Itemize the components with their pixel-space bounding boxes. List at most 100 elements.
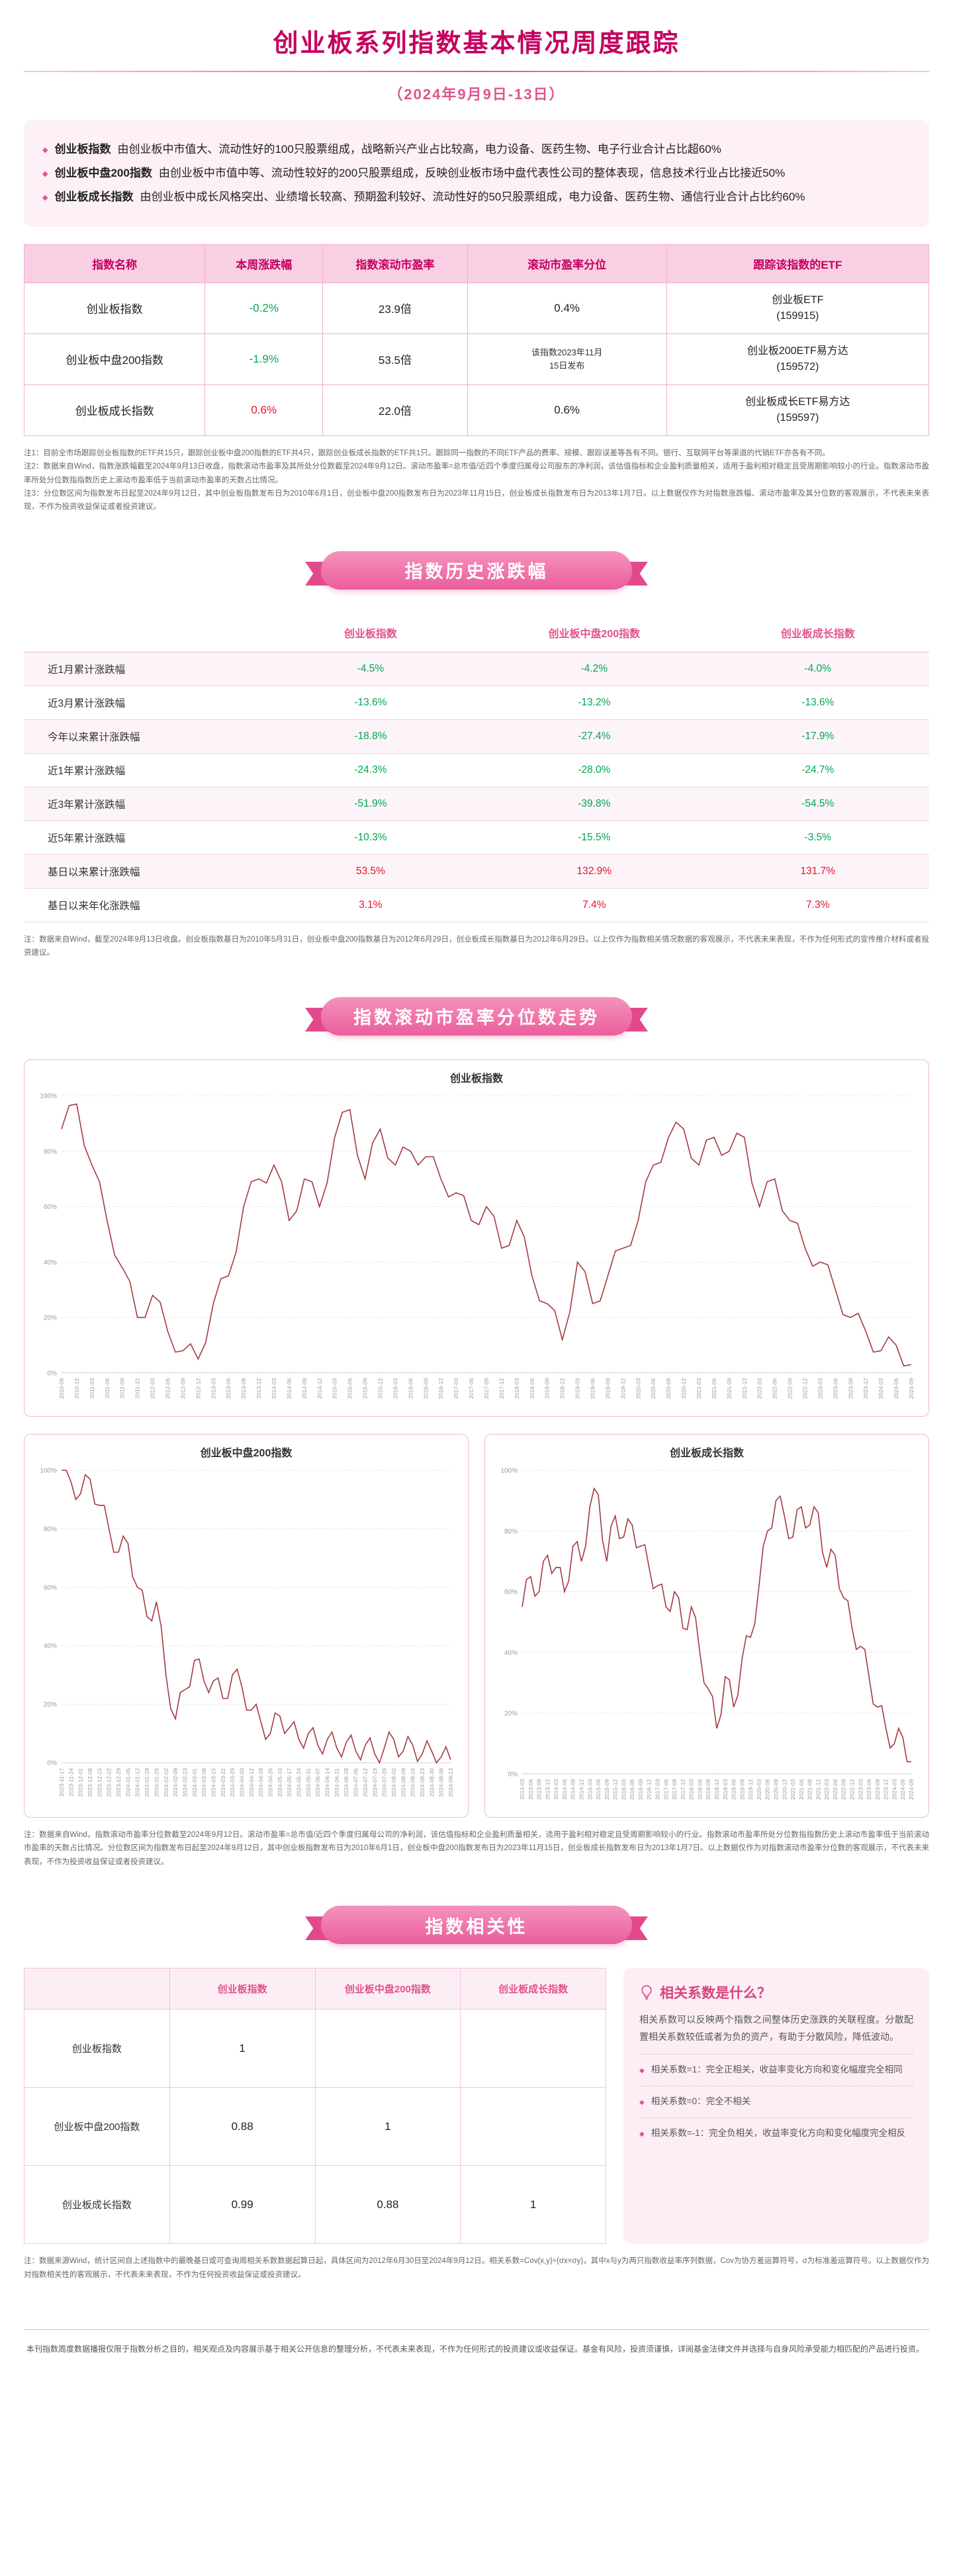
value-cell: -18.8% <box>259 719 482 754</box>
svg-text:2010-09: 2010-09 <box>58 1378 65 1398</box>
svg-text:2017-03: 2017-03 <box>453 1378 459 1398</box>
svg-text:2015-09: 2015-09 <box>362 1378 369 1398</box>
svg-text:2024-04-26: 2024-04-26 <box>267 1768 274 1797</box>
value-cell: -17.9% <box>706 719 929 754</box>
info-point-text: 相关系数=0：完全不相关 <box>651 2096 751 2106</box>
svg-text:2024-03-08: 2024-03-08 <box>201 1768 207 1797</box>
pe-chart-mid200: 创业板中盘200指数 0% 20% 40% 60% 80% 100% 2023-11-17 2… <box>24 1433 469 1818</box>
info-point-text: 相关系数=1：完全正相关，收益率变化方向和变化幅度完全相同 <box>651 2065 903 2075</box>
column-header: 滚动市盈率分位 <box>467 244 667 283</box>
svg-text:2016-06: 2016-06 <box>407 1378 414 1398</box>
info-body-text: 相关系数可以反映两个指数之间整体历史涨跌的关联程度。分散配置相关系数较低或者为负… <box>639 2014 913 2043</box>
list-item: ◆ 创业板成长指数 由创业板中成长风格突出、业绩增长较高、预期盈利较好、流动性好… <box>42 188 911 206</box>
svg-text:2019-09: 2019-09 <box>739 1779 745 1799</box>
column-header: 指数滚动市盈率 <box>322 244 468 283</box>
report-header: 创业板系列指数基本情况周度跟踪 （2024年9月9日-13日） <box>24 0 929 104</box>
value-cell: 7.3% <box>706 888 929 922</box>
column-header: 创业板中盘200指数 <box>314 1968 461 2010</box>
value-cell: 3.1% <box>259 888 482 922</box>
svg-text:2015-03: 2015-03 <box>332 1378 338 1398</box>
svg-text:2024-01-26: 2024-01-26 <box>153 1768 159 1797</box>
correlation-table: 创业板指数 创业板中盘200指数 创业板成长指数 创业板指数 1 创业板中盘20… <box>24 1968 606 2244</box>
svg-text:2021-03: 2021-03 <box>790 1779 796 1799</box>
svg-text:2015-06: 2015-06 <box>595 1779 602 1799</box>
column-header: 指数名称 <box>23 244 206 283</box>
correlation-note: 注：数据来源Wind，统计区间自上述指数中的最晚基日或可查询周相关系数数据起算日… <box>24 2257 929 2279</box>
svg-text:2014-03: 2014-03 <box>553 1779 559 1799</box>
svg-text:2013-12: 2013-12 <box>544 1779 551 1799</box>
footer-disclaimer: 本刊指数周度数据播报仅限于指数分析之目的，相关观点及内容展示基于相关公开信息的整… <box>26 2344 925 2354</box>
svg-text:2011-06: 2011-06 <box>104 1378 111 1398</box>
row-label: 创业板指数 <box>24 2009 170 2088</box>
value-cell: -39.8% <box>482 787 707 821</box>
svg-text:2022-06: 2022-06 <box>832 1779 839 1799</box>
history-returns-table: 创业板指数 创业板中盘200指数 创业板成长指数 近1月累计涨跌幅 -4.5% … <box>24 613 929 922</box>
svg-text:0%: 0% <box>48 1370 58 1377</box>
svg-text:100%: 100% <box>40 1092 57 1100</box>
value-cell: -24.7% <box>706 753 929 787</box>
svg-text:60%: 60% <box>504 1589 518 1596</box>
svg-text:2024-02-23: 2024-02-23 <box>181 1768 188 1797</box>
svg-text:2022-12: 2022-12 <box>849 1779 856 1799</box>
svg-text:2024-09: 2024-09 <box>908 1779 915 1799</box>
chart-title: 创业板中盘200指数 <box>200 1447 293 1459</box>
svg-text:2015-06: 2015-06 <box>347 1378 353 1398</box>
svg-text:2010-12: 2010-12 <box>73 1378 80 1398</box>
svg-text:2016-12: 2016-12 <box>437 1378 444 1398</box>
svg-text:2012-06: 2012-06 <box>165 1378 171 1398</box>
pe-percentile-cell: 0.6% <box>467 384 667 436</box>
svg-text:2023-03: 2023-03 <box>817 1378 823 1398</box>
svg-text:2020-12: 2020-12 <box>781 1779 788 1799</box>
svg-text:20%: 20% <box>44 1314 57 1321</box>
svg-text:100%: 100% <box>40 1467 57 1474</box>
etf-code: (159597) <box>776 412 819 423</box>
value-cell: -4.0% <box>706 652 929 686</box>
svg-text:2013-03: 2013-03 <box>519 1779 525 1799</box>
index-description: 由创业板中市值中等、流动性较好的200只股票组成，反映创业板市场中盘代表性公司的… <box>158 167 786 180</box>
diamond-bullet-icon: ◆ <box>639 2067 645 2075</box>
svg-text:2014-09: 2014-09 <box>570 1779 576 1799</box>
svg-text:2024-04-03: 2024-04-03 <box>238 1768 245 1797</box>
column-header: 创业板成长指数 <box>460 1968 606 2010</box>
svg-text:2023-12: 2023-12 <box>862 1378 869 1398</box>
table-row: 今年以来累计涨跌幅 -18.8% -27.4% -17.9% <box>24 719 929 754</box>
section-banner-history: 指数历史涨跌幅 <box>321 551 632 590</box>
table-header-row: 创业板指数 创业板中盘200指数 创业板成长指数 <box>24 1968 606 2010</box>
etf-name: 创业板ETF <box>772 294 824 306</box>
info-panel-title: 相关系数是什么？ <box>639 1982 913 2002</box>
svg-text:2024-03-01: 2024-03-01 <box>191 1768 198 1797</box>
svg-text:2021-09: 2021-09 <box>726 1378 733 1398</box>
diamond-bullet-icon: ◆ <box>42 170 48 179</box>
row-label: 近1月累计涨跌幅 <box>24 652 259 686</box>
svg-text:2024-07-26: 2024-07-26 <box>381 1768 388 1797</box>
table-row: 近1月累计涨跌幅 -4.5% -4.2% -4.0% <box>24 652 929 686</box>
row-label: 创业板成长指数 <box>24 2165 170 2244</box>
index-name-cell: 创业板指数 <box>23 282 206 334</box>
value-cell: -54.5% <box>706 787 929 821</box>
svg-text:2016-03: 2016-03 <box>620 1779 627 1799</box>
list-item: ◆ 相关系数=-1：完全负相关，收益率变化方向和变化幅度完全相反 <box>639 2117 913 2141</box>
value-cell: -10.3% <box>259 821 482 855</box>
svg-text:0%: 0% <box>48 1759 58 1767</box>
svg-text:2024-07-12: 2024-07-12 <box>362 1768 369 1797</box>
note-line: 注2：数据来自Wind，指数涨跌幅截至2024年9月13日收盘，指数滚动市盈率及… <box>24 463 929 484</box>
svg-text:2024-08-09: 2024-08-09 <box>400 1768 406 1797</box>
diamond-bullet-icon: ◆ <box>42 194 48 202</box>
svg-text:2015-12: 2015-12 <box>612 1779 619 1799</box>
svg-text:2024-02-09: 2024-02-09 <box>172 1768 179 1797</box>
svg-text:2017-12: 2017-12 <box>498 1378 505 1398</box>
corr-value-cell: 1 <box>169 2009 316 2088</box>
svg-text:2024-09-06: 2024-09-06 <box>438 1768 445 1797</box>
svg-text:2021-12: 2021-12 <box>741 1378 748 1398</box>
svg-text:2013-06: 2013-06 <box>225 1378 232 1398</box>
table-row: 近3月累计涨跌幅 -13.6% -13.2% -13.6% <box>24 686 929 720</box>
chart-title: 创业板成长指数 <box>669 1447 744 1459</box>
svg-text:2022-09: 2022-09 <box>787 1378 794 1398</box>
svg-text:0%: 0% <box>508 1771 518 1778</box>
svg-text:2018-09: 2018-09 <box>544 1378 551 1398</box>
svg-text:2019-12: 2019-12 <box>747 1779 754 1799</box>
svg-text:2023-12-15: 2023-12-15 <box>96 1768 103 1797</box>
svg-text:2023-12-01: 2023-12-01 <box>77 1768 84 1797</box>
pe-cell: 22.0倍 <box>322 384 468 436</box>
svg-text:2023-03: 2023-03 <box>857 1779 864 1799</box>
